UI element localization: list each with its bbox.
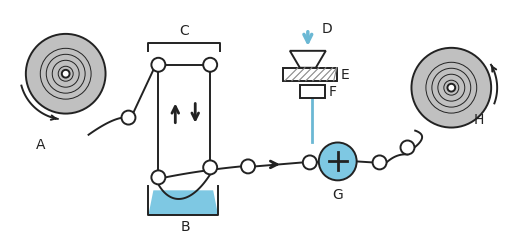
Circle shape [122, 111, 135, 125]
Bar [283, 68, 337, 81]
Circle shape [447, 84, 455, 92]
Text: E: E [341, 68, 349, 82]
Text: F: F [329, 85, 337, 99]
Bar [300, 85, 325, 98]
Text: B: B [180, 220, 190, 234]
Circle shape [319, 143, 357, 180]
Circle shape [26, 34, 106, 114]
Polygon shape [148, 190, 218, 215]
Text: G: G [332, 188, 343, 202]
Polygon shape [290, 51, 326, 68]
Circle shape [411, 48, 491, 127]
Circle shape [151, 58, 165, 72]
Text: D: D [322, 22, 332, 36]
Text: C: C [179, 24, 189, 38]
Circle shape [303, 156, 317, 169]
Circle shape [400, 140, 414, 154]
Circle shape [373, 156, 386, 169]
Text: A: A [36, 139, 46, 152]
Circle shape [151, 170, 165, 184]
Circle shape [241, 160, 255, 173]
Circle shape [62, 70, 70, 78]
Text: H: H [474, 113, 485, 126]
Circle shape [203, 58, 217, 72]
Circle shape [203, 160, 217, 174]
Bar [283, 68, 337, 81]
